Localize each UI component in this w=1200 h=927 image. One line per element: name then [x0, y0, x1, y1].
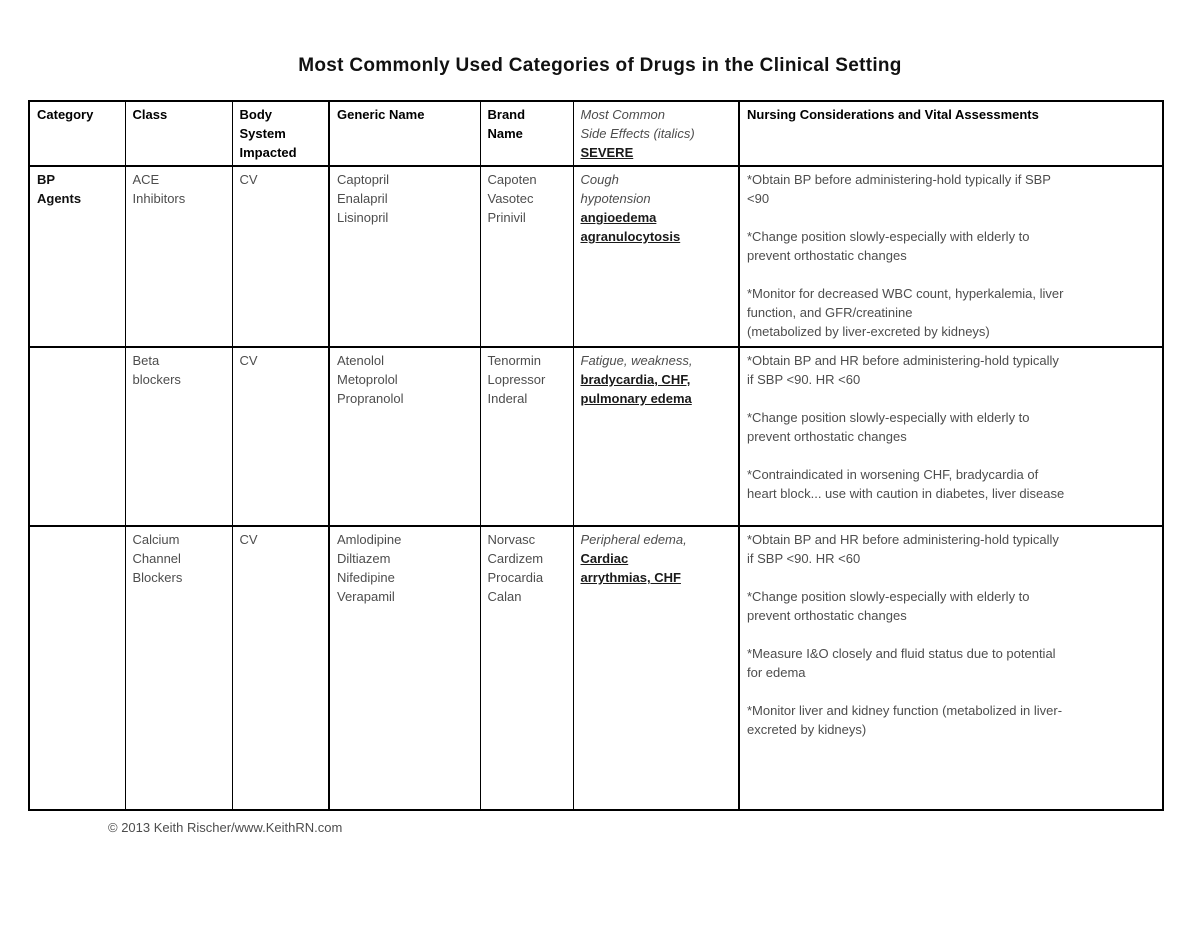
drug-categories-table: Category Class Body System Impacted Gene… [28, 100, 1164, 811]
cell-generic-names: Captopril Enalapril Lisinopril [328, 165, 481, 348]
side-effects-common: Cough hypotension [580, 172, 651, 206]
cell-side-effects: Peripheral edema, Cardiac arrythmias, CH… [572, 525, 740, 811]
side-effects-severe: Cardiac arrythmias, CHF [580, 551, 681, 585]
header-generic-name: Generic Name [328, 100, 481, 167]
header-nursing: Nursing Considerations and Vital Assessm… [738, 100, 1164, 167]
cell-category [28, 346, 126, 527]
cell-class: Beta blockers [124, 346, 233, 527]
cell-class: ACE Inhibitors [124, 165, 233, 348]
side-effects-common: Peripheral edema, [580, 532, 687, 547]
header-side-effects-label: Most Common Side Effects (italics) [580, 107, 695, 141]
side-effects-severe: angioedema agranulocytosis [580, 210, 681, 244]
table-row-calcium-channel-blockers: Calcium Channel Blockers CV Amlodipine D… [28, 525, 1164, 811]
cell-nursing-considerations: *Obtain BP and HR before administering-h… [738, 346, 1164, 527]
page-title: Most Commonly Used Categories of Drugs i… [298, 55, 902, 76]
cell-nursing-considerations: *Obtain BP before administering-hold typ… [738, 165, 1164, 348]
cell-generic-names: Amlodipine Diltiazem Nifedipine Verapami… [328, 525, 481, 811]
cell-body-system: CV [231, 346, 330, 527]
copyright-footer: © 2013 Keith Rischer/www.KeithRN.com [108, 820, 343, 835]
cell-body-system: CV [231, 165, 330, 348]
side-effects-common: Fatigue, weakness, [580, 353, 693, 368]
cell-nursing-considerations: *Obtain BP and HR before administering-h… [738, 525, 1164, 811]
cell-brand-names: Capoten Vasotec Prinivil [479, 165, 574, 348]
cell-side-effects: Fatigue, weakness, bradycardia, CHF, pul… [572, 346, 740, 527]
cell-side-effects: Cough hypotension angioedema agranulocyt… [572, 165, 740, 348]
header-category: Category [28, 100, 126, 167]
table-header-row: Category Class Body System Impacted Gene… [28, 100, 1164, 167]
cell-class: Calcium Channel Blockers [124, 525, 233, 811]
header-body-system: Body System Impacted [231, 100, 330, 167]
cell-category: BP Agents [28, 165, 126, 348]
cell-category [28, 525, 126, 811]
header-side-effects-severe: SEVERE [580, 145, 634, 160]
cell-generic-names: Atenolol Metoprolol Propranolol [328, 346, 481, 527]
table-row-ace-inhibitors: BP Agents ACE Inhibitors CV Captopril En… [28, 165, 1164, 348]
cell-brand-names: Tenormin Lopressor Inderal [479, 346, 574, 527]
header-side-effects: Most Common Side Effects (italics) SEVER… [572, 100, 740, 167]
side-effects-severe: bradycardia, CHF, pulmonary edema [580, 372, 692, 406]
header-class: Class [124, 100, 233, 167]
cell-body-system: CV [231, 525, 330, 811]
cell-brand-names: Norvasc Cardizem Procardia Calan [479, 525, 574, 811]
table-row-beta-blockers: Beta blockers CV Atenolol Metoprolol Pro… [28, 346, 1164, 527]
header-brand-name: Brand Name [479, 100, 574, 167]
